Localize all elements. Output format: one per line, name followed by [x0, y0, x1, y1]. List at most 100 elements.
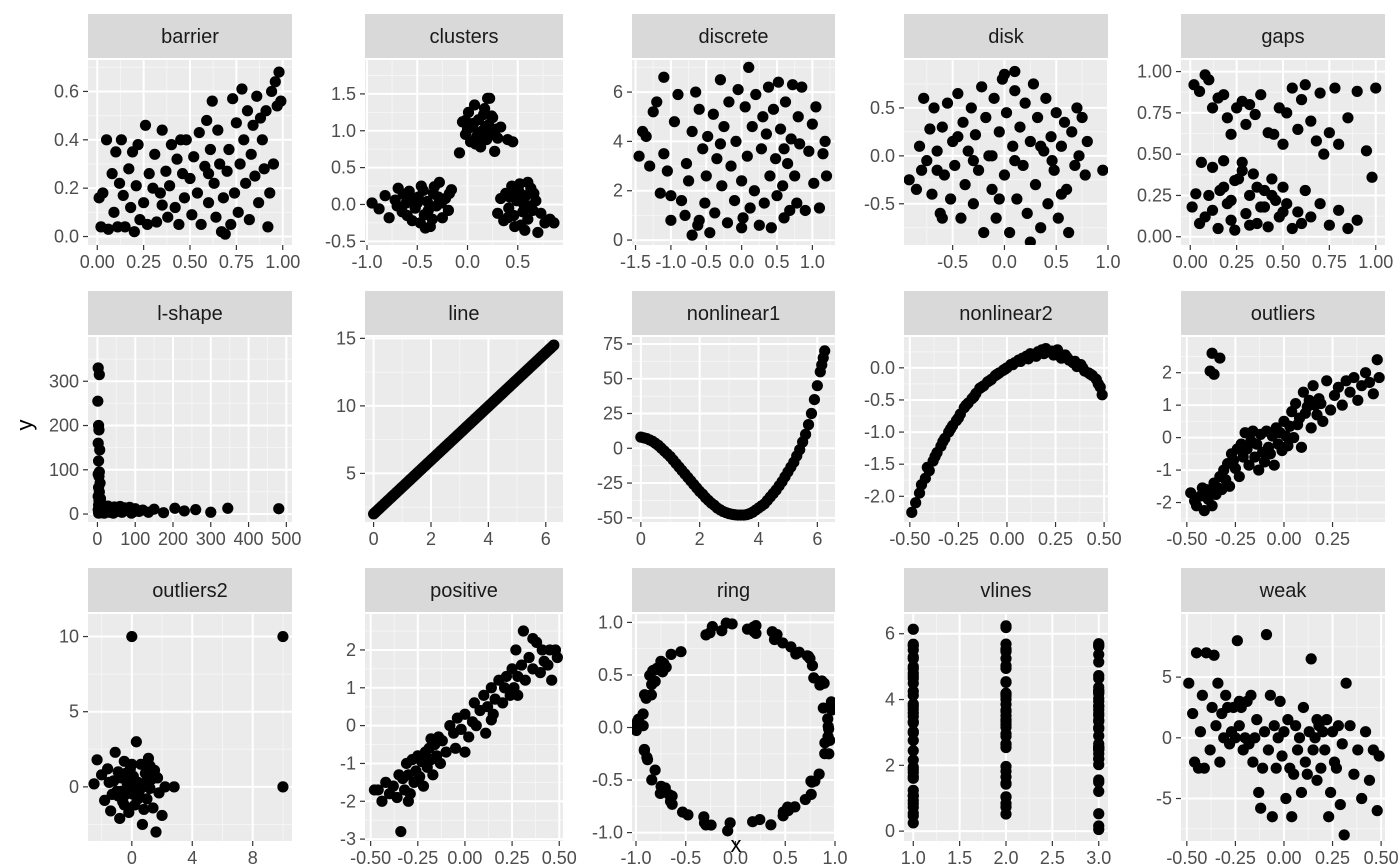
data-point [273, 503, 285, 515]
data-point [1190, 647, 1203, 659]
data-point [661, 165, 673, 177]
data-point [1071, 102, 1083, 114]
y-tick-label: 5 [69, 702, 79, 722]
data-point [965, 102, 977, 114]
data-point [791, 450, 803, 462]
data-point [1093, 672, 1105, 684]
data-point [1035, 222, 1047, 234]
data-point [1009, 155, 1021, 167]
data-point [931, 164, 943, 176]
data-point [1093, 715, 1105, 727]
data-point [924, 123, 936, 135]
data-point [1233, 720, 1245, 732]
data-point [1045, 131, 1057, 143]
y-axis-title: y [12, 420, 37, 431]
data-point [921, 155, 933, 167]
data-point [907, 707, 919, 719]
data-point [1093, 656, 1105, 668]
data-point [1093, 785, 1105, 798]
data-point [205, 506, 217, 518]
data-point [238, 134, 250, 146]
data-point [1024, 236, 1036, 245]
data-point [665, 190, 677, 202]
y-tick-label: 6 [613, 82, 623, 102]
x-tick-label: -1.0 [620, 848, 651, 866]
data-point [1255, 802, 1267, 814]
data-point [434, 757, 447, 770]
x-axis-title: x [731, 832, 742, 857]
data-point [651, 96, 663, 108]
data-point [936, 121, 948, 133]
data-points [633, 61, 833, 241]
data-point [1229, 224, 1241, 236]
data-point [777, 180, 789, 192]
data-point [168, 781, 180, 793]
data-point [136, 818, 148, 831]
data-point [171, 153, 183, 165]
data-point [748, 185, 760, 197]
data-point [190, 504, 202, 516]
data-point [1046, 155, 1058, 167]
data-point [1371, 354, 1383, 366]
data-point [792, 111, 804, 123]
data-point [436, 735, 448, 747]
x-tick-label: 0.0 [729, 252, 754, 272]
data-point [379, 190, 391, 202]
data-point [245, 148, 257, 160]
data-point [260, 105, 272, 117]
data-point [793, 646, 805, 658]
data-point [700, 819, 712, 831]
grid-lines [88, 337, 292, 522]
data-point [373, 203, 385, 215]
facet-panel-outliers: outliers -0.50 -0.25 0.00 0.25 -2 -1 0 1 2 [1156, 291, 1385, 549]
data-point [138, 803, 150, 816]
data-point [114, 500, 126, 513]
data-point [1323, 127, 1335, 139]
data-point [1334, 798, 1346, 811]
data-point [1249, 732, 1261, 744]
y-tick-label: 5 [346, 463, 356, 483]
data-point [1253, 786, 1265, 799]
data-point [428, 181, 440, 193]
y-tick-label: 0.4 [54, 130, 79, 150]
facet-strip-label: discrete [698, 26, 768, 48]
data-point [904, 174, 915, 186]
data-point [442, 204, 455, 216]
data-point [767, 487, 779, 500]
y-tick-label: 25 [603, 404, 623, 424]
data-point [818, 677, 830, 689]
data-point [747, 816, 759, 828]
data-point [1093, 699, 1105, 712]
data-point [1299, 184, 1311, 197]
facet-panel-gaps: gaps 0.00 0.25 0.50 0.75 1.00 0.00 0.25 0.50 0.75… [1137, 14, 1393, 272]
data-point [659, 782, 671, 794]
data-point [779, 96, 792, 108]
data-point [714, 74, 727, 86]
data-point [186, 209, 198, 221]
data-point [910, 183, 923, 195]
data-point [139, 119, 152, 131]
data-point [126, 630, 138, 643]
data-point [132, 139, 144, 151]
data-point [1264, 448, 1276, 460]
data-point [737, 212, 749, 224]
data-point [755, 143, 768, 155]
data-point [459, 746, 471, 758]
data-point [1194, 726, 1207, 738]
data-point [542, 659, 554, 671]
data-point [666, 798, 678, 810]
data-point [1014, 121, 1026, 133]
data-point [1000, 801, 1012, 813]
x-tick-label: 0.0 [455, 252, 480, 272]
data-point [1052, 212, 1064, 224]
data-point [202, 197, 215, 209]
data-point [1311, 714, 1323, 726]
data-points [88, 630, 289, 838]
x-tick-label: 1.00 [265, 252, 300, 272]
data-point [960, 399, 972, 411]
data-point [1055, 188, 1067, 200]
data-point [1214, 184, 1226, 197]
x-tick-label: 2 [426, 529, 436, 549]
data-point [188, 151, 200, 163]
